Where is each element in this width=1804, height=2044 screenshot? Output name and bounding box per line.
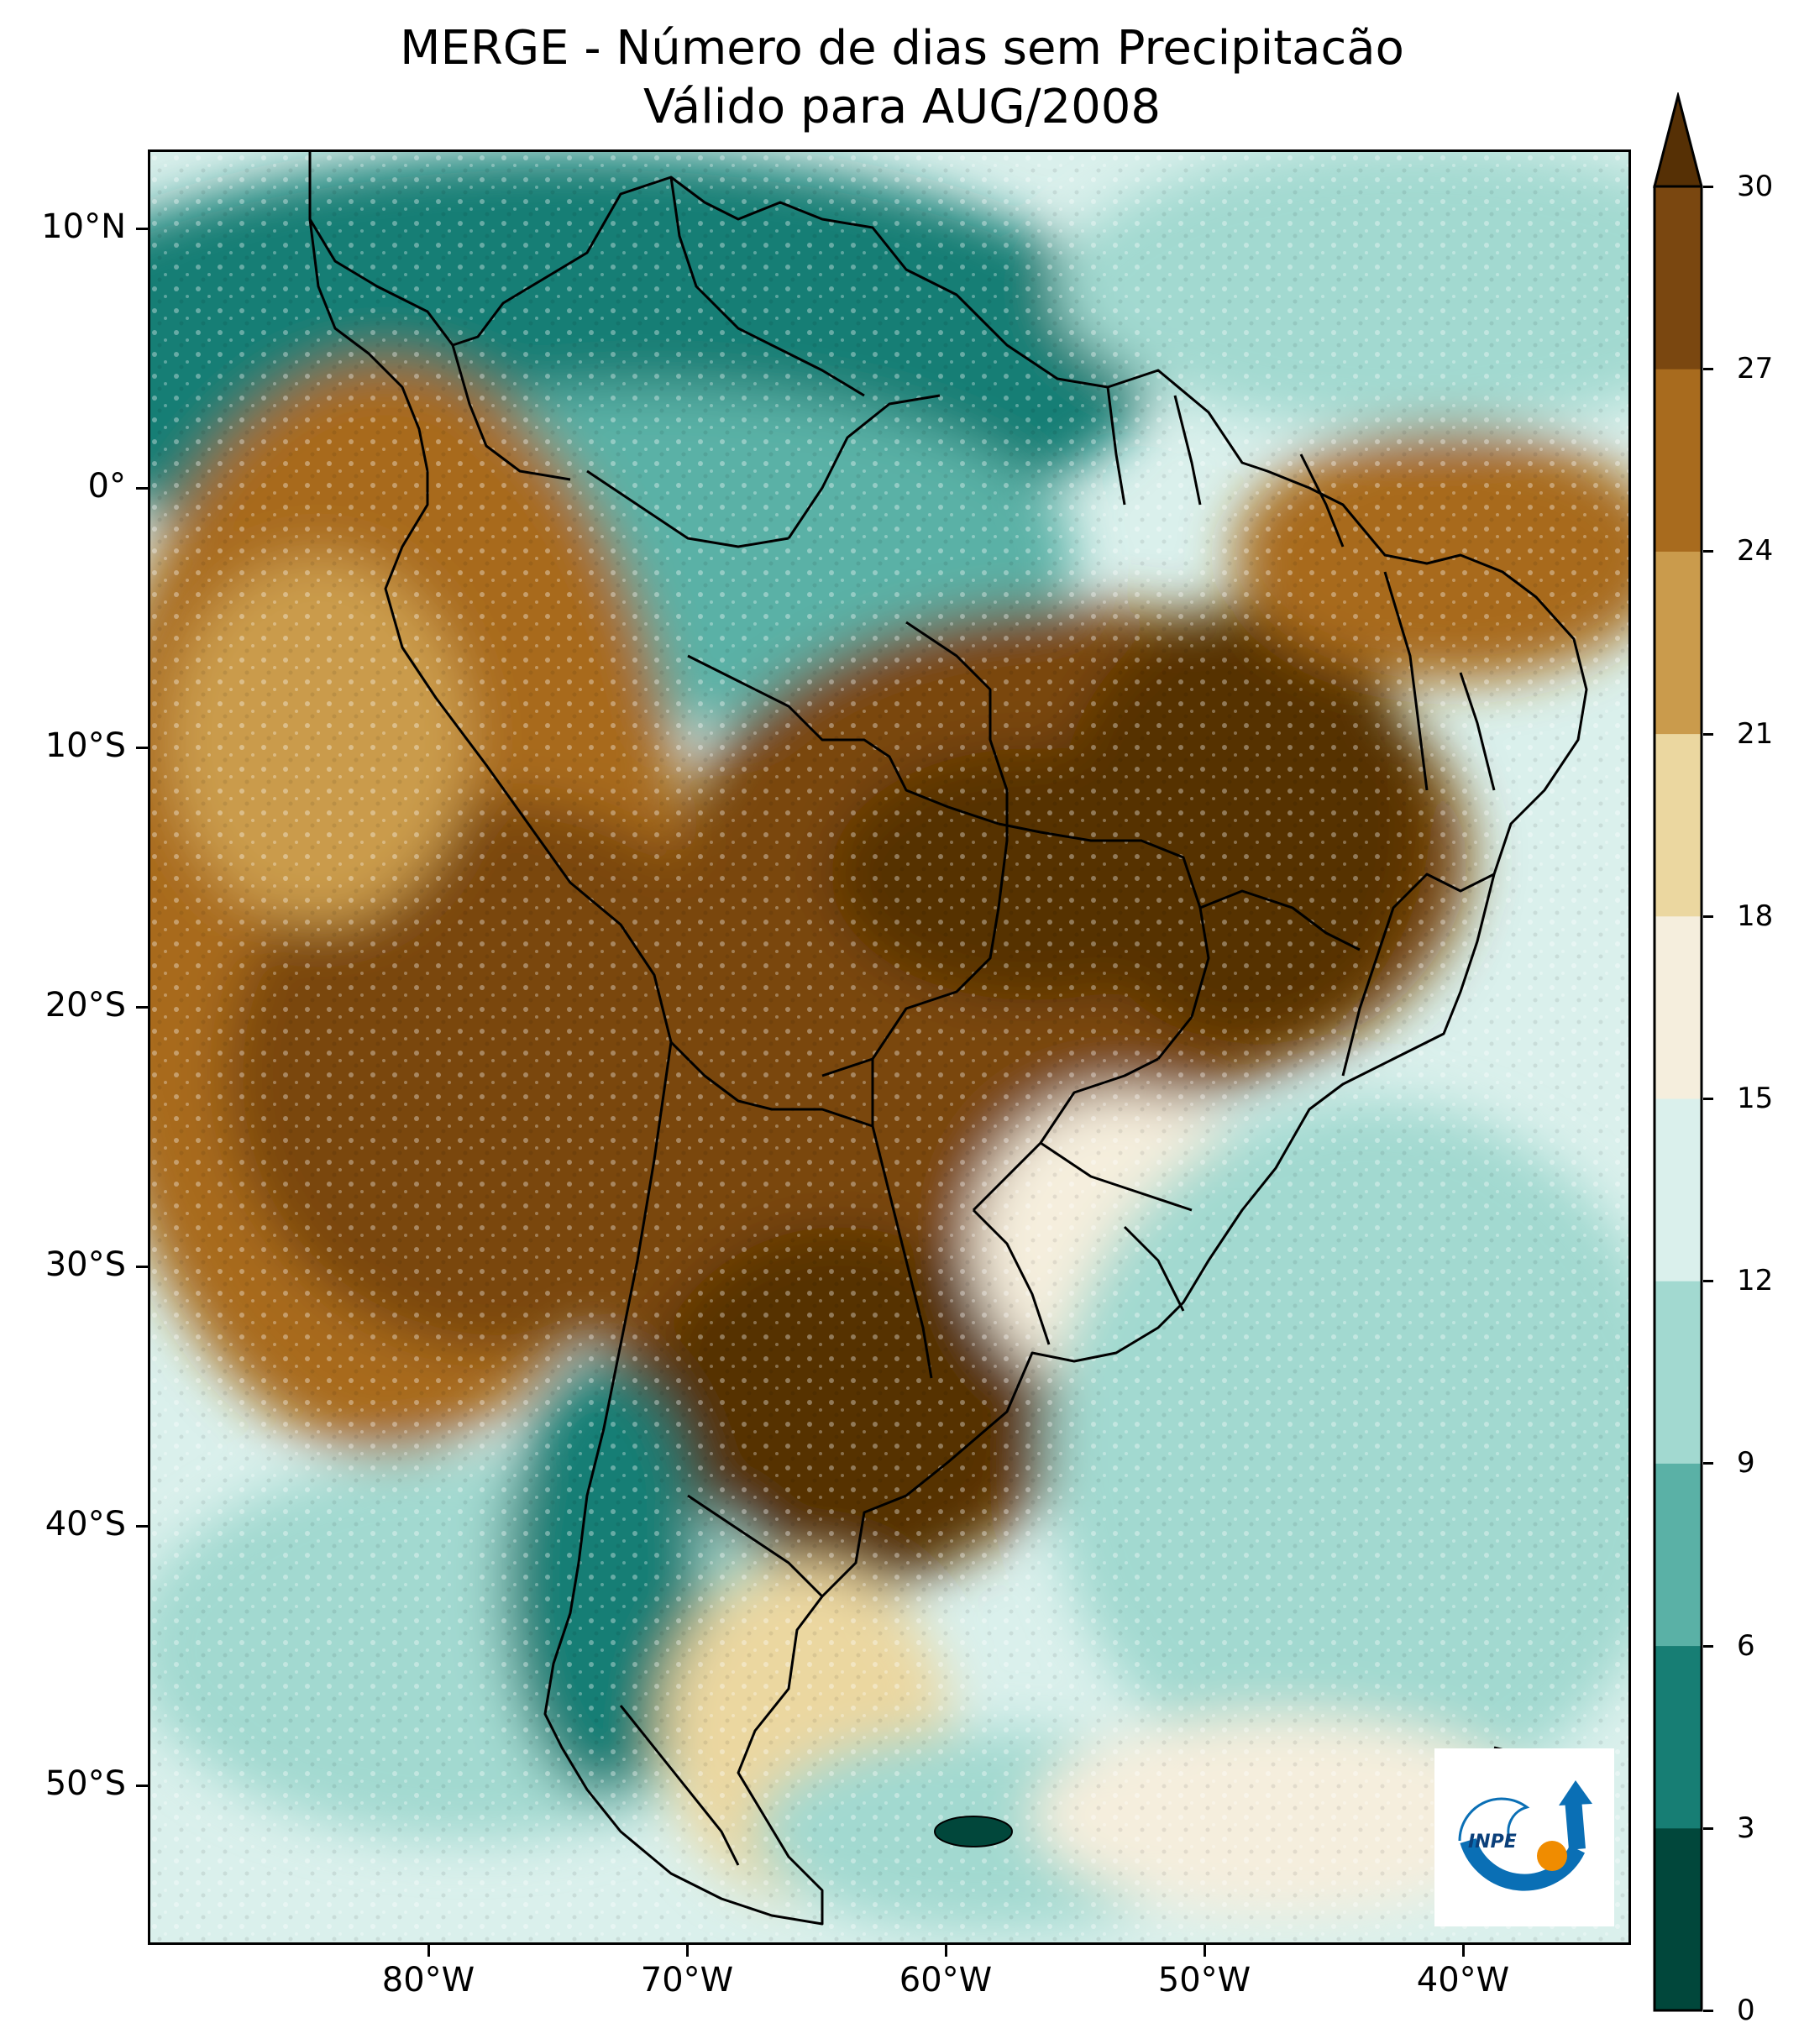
lat-label-40s: 40°S — [45, 1505, 126, 1543]
lon-label-60w: 60°W — [899, 1961, 993, 1999]
colorbar — [1653, 92, 1703, 2012]
colorbar-tick — [1703, 2010, 1713, 2012]
inpe-logo-text: INPE — [1468, 1832, 1517, 1853]
lat-tick — [136, 228, 148, 230]
lon-tick — [1462, 1945, 1465, 1957]
map-plot-area — [148, 149, 1631, 1945]
lon-tick — [1204, 1945, 1206, 1957]
colorbar-extend-arrow — [1653, 92, 1703, 188]
colorbar-label: 18 — [1737, 899, 1774, 933]
colorbar-segment — [1655, 369, 1702, 552]
colorbar-segment — [1655, 186, 1702, 369]
lat-label-20s: 20°S — [45, 986, 126, 1025]
lon-label-50w: 50°W — [1157, 1961, 1251, 1999]
colorbar-tick — [1703, 368, 1713, 371]
colorbar-segment — [1655, 1463, 1702, 1647]
colorbar-segment — [1655, 1281, 1702, 1464]
colorbar-label: 30 — [1737, 170, 1774, 203]
colorbar-tick — [1703, 550, 1713, 553]
lat-tick — [136, 747, 148, 749]
colorbar-label: 21 — [1737, 716, 1774, 751]
inpe-logo-graphic: INPE — [1458, 1780, 1592, 1891]
lat-label-10n: 10°N — [41, 207, 126, 246]
colorbar-tick — [1703, 186, 1713, 188]
colorbar-label: 3 — [1737, 1811, 1755, 1845]
lat-tick — [136, 1525, 148, 1528]
lon-label-70w: 70°W — [640, 1961, 734, 1999]
colorbar-frame — [1653, 185, 1703, 2012]
colorbar-label: 6 — [1737, 1628, 1755, 1663]
colorbar-tick — [1703, 1826, 1713, 1830]
lat-label-50s: 50°S — [45, 1764, 126, 1803]
colorbar-tick — [1703, 732, 1713, 736]
lon-tick — [945, 1945, 947, 1957]
colorbar-label: 15 — [1737, 1082, 1774, 1115]
lat-tick — [136, 1266, 148, 1268]
lat-label-10s: 10°S — [45, 726, 126, 765]
colorbar-tick — [1703, 1644, 1713, 1648]
lat-tick — [136, 1785, 148, 1787]
lon-label-40w: 40°W — [1416, 1961, 1510, 1999]
colorbar-label: 27 — [1737, 352, 1774, 386]
colorbar-segment — [1655, 1827, 1702, 2011]
colorbar-tick — [1703, 1462, 1713, 1465]
map-subtitle: Válido para AUG/2008 — [642, 80, 1162, 134]
lon-label-80w: 80°W — [381, 1961, 475, 1999]
lat-tick — [136, 1006, 148, 1009]
colorbar-segment — [1655, 1098, 1702, 1281]
lon-tick — [427, 1945, 430, 1957]
lon-tick — [686, 1945, 689, 1957]
colorbar-tick — [1703, 1280, 1713, 1283]
colorbar-segment — [1655, 915, 1702, 1099]
colorbar-label: 12 — [1737, 1264, 1774, 1298]
colorbar-label: 24 — [1737, 534, 1774, 569]
colorbar-label: 9 — [1737, 1446, 1755, 1481]
colorbar-segment — [1655, 733, 1702, 917]
lat-tick — [136, 487, 148, 490]
colorbar-segment — [1655, 551, 1702, 735]
precipitation-map — [150, 152, 1628, 1942]
inpe-logo: INPE — [1434, 1748, 1614, 1926]
map-title: MERGE - Número de dias sem Precipitacão — [400, 21, 1404, 76]
colorbar-segment — [1655, 1645, 1702, 1829]
colorbar-label: 0 — [1737, 1994, 1755, 2027]
lat-label-0: 0° — [87, 467, 126, 506]
colorbar-tick — [1703, 915, 1713, 918]
lat-label-30s: 30°S — [45, 1245, 126, 1284]
colorbar-tick — [1703, 1098, 1713, 1100]
